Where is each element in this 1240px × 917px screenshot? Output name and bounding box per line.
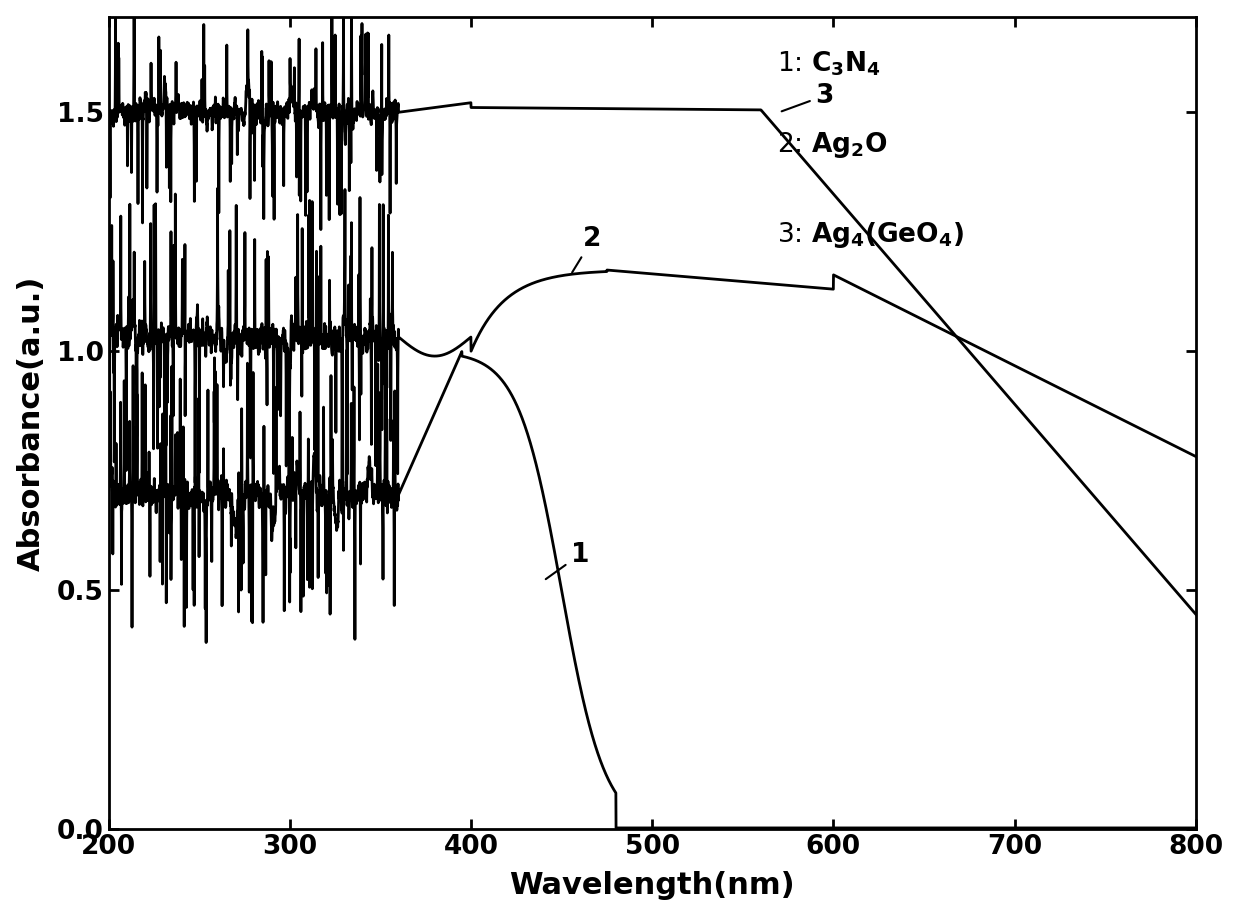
X-axis label: Wavelength(nm): Wavelength(nm) [510, 871, 795, 900]
Text: 1: $\mathbf{C_3N_4}$: 1: $\mathbf{C_3N_4}$ [777, 50, 880, 78]
Text: 3: $\mathbf{Ag_4(GeO_4)}$: 3: $\mathbf{Ag_4(GeO_4)}$ [777, 220, 963, 249]
Text: 2: $\mathbf{Ag_2O}$: 2: $\mathbf{Ag_2O}$ [777, 130, 888, 160]
Text: 1: 1 [546, 542, 589, 580]
Text: 2: 2 [572, 226, 601, 272]
Text: 3: 3 [781, 83, 833, 111]
Y-axis label: Absorbance(a.u.): Absorbance(a.u.) [16, 275, 46, 570]
